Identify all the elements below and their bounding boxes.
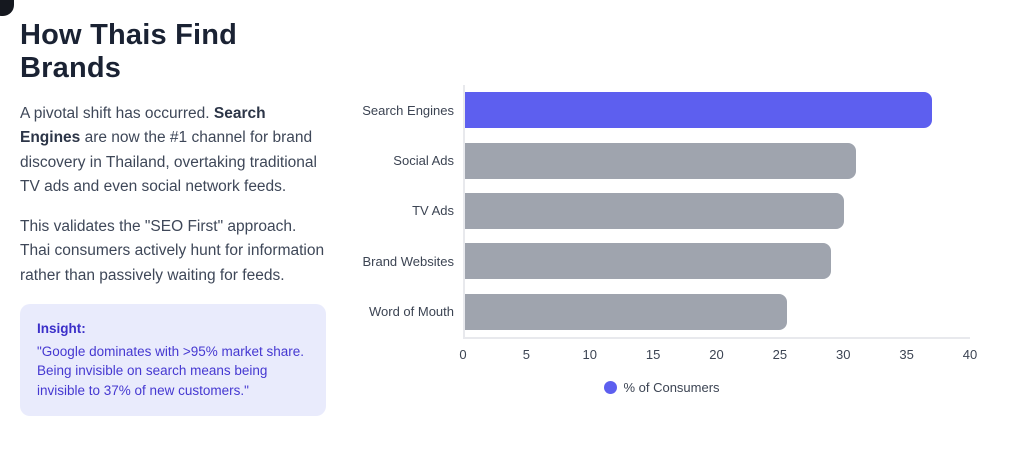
bar-chart: Search Engines Social Ads TV Ads Brand Webs… <box>352 85 977 395</box>
insight-quote: "Google dominates with >95% market share… <box>37 343 305 398</box>
category-label-brand-websites: Brand Websites <box>362 253 454 269</box>
bar-row-word-of-mouth <box>465 287 970 337</box>
bar-social-ads[interactable] <box>465 142 857 179</box>
x-tick-label-0: 0 <box>459 346 467 362</box>
bar-row-social-ads <box>465 135 970 185</box>
text-column: How Thais Find Brands A pivotal shift ha… <box>20 19 328 417</box>
bar-word-of-mouth[interactable] <box>465 293 787 330</box>
x-tick-label-40: 40 <box>962 346 978 362</box>
corner-artifact <box>0 0 14 16</box>
intro-paragraph: A pivotal shift has occurred. Search Eng… <box>20 102 328 199</box>
insight-callout: Insight: "Google dominates with >95% mar… <box>20 304 326 417</box>
x-axis: 0 5 10 15 20 25 30 35 40 <box>459 339 977 363</box>
intro-paragraph-bold: Search Engines <box>20 105 266 147</box>
chart-legend[interactable]: % of Consumers <box>352 380 972 395</box>
category-label-tv-ads: TV Ads <box>412 203 454 219</box>
bar-row-search-engines <box>465 85 970 135</box>
bar-brand-websites[interactable] <box>465 243 832 280</box>
x-tick-label-15: 15 <box>645 346 661 362</box>
validation-paragraph: This validates the "SEO First" approach.… <box>20 218 325 284</box>
x-tick-label-5: 5 <box>522 346 530 362</box>
intro-paragraph-post: are now the #1 channel for brand discove… <box>20 129 317 195</box>
legend-swatch-icon <box>604 380 618 394</box>
x-tick-label-10: 10 <box>582 346 597 362</box>
category-label-word-of-mouth: Word of Mouth <box>368 304 454 320</box>
chart-plot-area <box>463 85 970 339</box>
insight-label: Insight: <box>37 321 86 337</box>
legend-label: % of Consumers <box>623 379 720 395</box>
bar-row-tv-ads <box>465 186 970 236</box>
y-axis-labels: Search Engines Social Ads TV Ads Brand Webs… <box>352 85 463 339</box>
bar-search-engines[interactable] <box>465 92 933 129</box>
x-tick-label-30: 30 <box>836 346 851 362</box>
category-label-search-engines: Search Engines <box>362 102 454 118</box>
x-tick-label-20: 20 <box>709 346 724 362</box>
page-title: How Thais Find Brands <box>20 19 238 84</box>
category-label-social-ads: Social Ads <box>393 153 454 169</box>
x-tick-label-35: 35 <box>899 346 914 362</box>
intro-paragraph-pre: A pivotal shift has occurred. <box>20 105 214 122</box>
x-tick-label-25: 25 <box>772 346 788 362</box>
bar-row-brand-websites <box>465 236 970 286</box>
bar-tv-ads[interactable] <box>465 192 844 229</box>
